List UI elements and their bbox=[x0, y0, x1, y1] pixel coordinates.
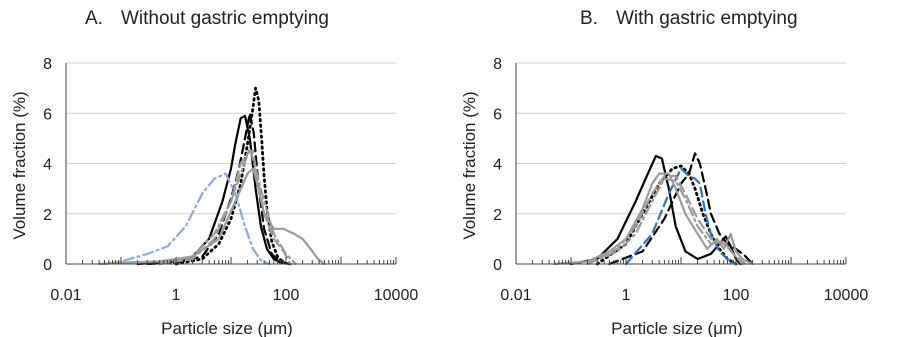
y-tick-label: 8 bbox=[493, 56, 502, 73]
series-line-1 bbox=[571, 156, 740, 264]
y-tick-label: 4 bbox=[43, 157, 52, 174]
chart-b-svg: 0.01 1 100 10000 0 2 4 6 8 Particle size (μm) Volu… bbox=[450, 0, 900, 337]
x-tick-label: 1 bbox=[622, 287, 631, 304]
y-tick-label: 2 bbox=[493, 207, 502, 224]
y-tick-label: 6 bbox=[43, 106, 52, 123]
x-axis-title: Particle size (μm) bbox=[161, 319, 293, 337]
series-line-5 bbox=[554, 174, 752, 264]
y-axis-title: Volume fraction (%) bbox=[460, 91, 479, 239]
x-tick-label: 1 bbox=[172, 287, 181, 304]
chart-a-svg: 0.01 1 100 10000 0 2 4 6 8 Particle size (μm) Volu… bbox=[0, 0, 450, 337]
series-line-4 bbox=[104, 174, 269, 264]
panel-a: A. Without gastric emptying 0.01 1 100 10000… bbox=[0, 0, 450, 337]
x-tick-label: 0.01 bbox=[50, 287, 81, 304]
x-tick-label: 100 bbox=[723, 287, 750, 304]
y-tick-label: 8 bbox=[43, 56, 52, 73]
series-line-3 bbox=[176, 88, 290, 264]
panel-b: B. With gastric emptying 0.01 1 100 10000 0 2 4… bbox=[450, 0, 900, 337]
y-axis-title: Volume fraction (%) bbox=[10, 91, 29, 239]
x-tick-label: 100 bbox=[273, 287, 300, 304]
series-line-7 bbox=[159, 148, 295, 264]
x-axis-title: Particle size (μm) bbox=[611, 319, 743, 337]
y-tick-label: 0 bbox=[493, 257, 502, 274]
y-tick-label: 2 bbox=[43, 207, 52, 224]
y-tick-label: 0 bbox=[43, 257, 52, 274]
y-tick-label: 6 bbox=[493, 106, 502, 123]
x-tick-label: 0.01 bbox=[500, 287, 531, 304]
x-tick-label: 10000 bbox=[374, 287, 419, 304]
x-tick-label: 10000 bbox=[824, 287, 869, 304]
y-tick-label: 4 bbox=[493, 157, 502, 174]
